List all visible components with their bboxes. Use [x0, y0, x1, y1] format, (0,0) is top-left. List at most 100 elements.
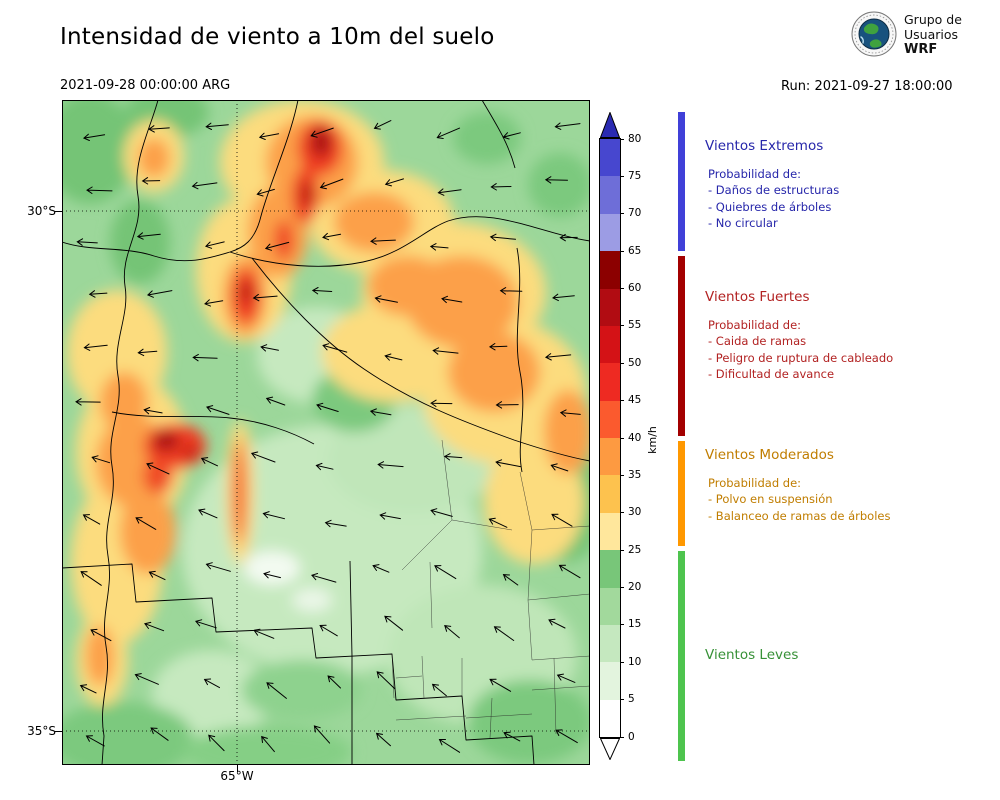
- legend-line: Probabilidad de:: [708, 167, 802, 181]
- legend-strip-extremos: [678, 112, 685, 251]
- colorbar-tick-mark: [620, 474, 624, 476]
- legend-section-fuertes: Vientos Fuertes Probabilidad de: - Caida…: [705, 289, 893, 382]
- legend-title-extremos: Vientos Extremos: [705, 138, 824, 154]
- colorbar-tick-label: 65: [628, 244, 642, 257]
- legend-section-moderados: Vientos Moderados Probabilidad de: - Pol…: [705, 447, 890, 524]
- colorbar-tick-label: 5: [628, 693, 635, 706]
- colorbar-segment: [600, 400, 620, 438]
- legend-title-fuertes: Vientos Fuertes: [705, 289, 810, 305]
- legend-line: - Daños de estructuras: [708, 183, 840, 198]
- colorbar-tick-mark: [620, 736, 624, 738]
- colorbar-tick-mark: [620, 624, 624, 626]
- legend-lines-extremos: Probabilidad de: - Daños de estructuras …: [705, 166, 839, 231]
- colorbar-unit-label: km/h: [646, 426, 659, 454]
- colorbar-segment: [600, 624, 620, 663]
- legend-line: - No circular: [708, 215, 778, 230]
- legend-line: - Quiebres de árboles: [708, 199, 832, 214]
- colorbar-tick-label: 25: [628, 543, 642, 556]
- map-canvas: [62, 100, 590, 765]
- globe-icon: [851, 11, 897, 57]
- page-title: Intensidad de viento a 10m del suelo: [60, 24, 495, 50]
- colorbar-segment: [600, 475, 620, 513]
- colorbar-tick-mark: [620, 362, 624, 364]
- colorbar-tick-label: 75: [628, 169, 642, 182]
- colorbar-segment: [600, 363, 620, 401]
- logo-line-2: Usuarios: [904, 26, 959, 42]
- colorbar-segment: [600, 213, 620, 252]
- wind-intensity-map: [62, 100, 590, 765]
- legend-strip-leves: [678, 551, 685, 761]
- colorbar-tick-mark: [620, 699, 624, 701]
- colorbar-segment: [600, 251, 620, 289]
- colorbar-segment: [600, 662, 620, 700]
- colorbar-tick-mark: [620, 437, 624, 439]
- colorbar-segment: [600, 438, 620, 476]
- colorbar-segment: [600, 550, 620, 588]
- logo-text: Grupo de Usuarios WRF: [904, 12, 962, 57]
- colorbar-tick-label: 50: [628, 356, 642, 369]
- logo-line-3: WRF: [904, 41, 938, 57]
- axis-tick-mark: [237, 765, 238, 772]
- axis-tick-mark: [55, 211, 62, 212]
- colorbar-body: [599, 138, 621, 738]
- colorbar-tick-label: 45: [628, 394, 642, 407]
- colorbar-ticks: 0 5 10 15 20 25 30 35 40 45 50 55 60 65 70 75 80: [620, 133, 662, 743]
- colorbar-tick-label: 80: [628, 132, 642, 145]
- colorbar-tick-label: 10: [628, 655, 642, 668]
- colorbar-tick-mark: [620, 175, 624, 177]
- colorbar-tick-label: 70: [628, 207, 642, 220]
- colorbar-tick-label: 30: [628, 506, 642, 519]
- legend-strip-fuertes: [678, 256, 685, 436]
- axis-tick-mark: [55, 731, 62, 732]
- colorbar-under-arrow: [600, 738, 620, 760]
- legend-line: Probabilidad de:: [708, 476, 802, 490]
- legend-line: - Caida de ramas: [708, 334, 807, 349]
- colorbar-tick-mark: [620, 400, 624, 402]
- run-time-label: Run: 2021-09-27 18:00:00: [781, 79, 953, 94]
- colorbar-tick-mark: [620, 661, 624, 663]
- colorbar-tick-mark: [620, 587, 624, 588]
- legend-color-strip: [678, 112, 685, 761]
- legend-line: - Polvo en suspensión: [708, 492, 833, 507]
- gridlines: [62, 100, 590, 765]
- colorbar-tick-mark: [620, 213, 624, 215]
- colorbar-tick-label: 60: [628, 282, 642, 294]
- colorbar-tick-mark: [620, 512, 624, 514]
- legend-line: - Dificultad de avance: [708, 366, 835, 381]
- legend-lines-fuertes: Probabilidad de: - Caida de ramas - Peli…: [705, 317, 893, 382]
- wind-arrows: [75, 120, 581, 753]
- colorbar-tick-mark: [620, 138, 624, 140]
- colorbar-segment: [600, 176, 620, 214]
- legend-title-moderados: Vientos Moderados: [705, 447, 834, 463]
- colorbar-segment: [600, 325, 620, 364]
- colorbar-tick-label: 15: [628, 618, 642, 631]
- department-boundaries: [391, 439, 590, 739]
- legend-strip-moderados: [678, 441, 685, 546]
- logo-line-1: Grupo de: [904, 11, 962, 27]
- colorbar-over-arrow: [600, 112, 620, 138]
- valid-time-label: 2021-09-28 00:00:00 ARG: [60, 78, 231, 93]
- legend-lines-moderados: Probabilidad de: - Polvo en suspensión -…: [705, 475, 890, 524]
- colorbar-segment: [600, 699, 620, 737]
- colorbar-segment: [600, 587, 620, 625]
- colorbar-tick-label: 35: [628, 468, 642, 481]
- legend-line: - Balanceo de ramas de árboles: [708, 508, 891, 523]
- colorbar-segment: [600, 139, 620, 177]
- legend-section-leves: Vientos Leves: [705, 647, 798, 675]
- wrf-users-group-logo: Grupo de Usuarios WRF: [851, 11, 962, 57]
- colorbar-tick-mark: [620, 288, 624, 289]
- colorbar-segment: [600, 288, 620, 326]
- legend-line: - Peligro de ruptura de cableado: [708, 350, 894, 365]
- colorbar-tick-mark: [620, 549, 624, 551]
- lon-tick-label-65w: 65°W: [220, 769, 254, 783]
- legend-section-extremos: Vientos Extremos Probabilidad de: - Daño…: [705, 138, 839, 231]
- province-boundaries: [62, 100, 590, 765]
- colorbar-tick-mark: [620, 325, 624, 327]
- colorbar-tick-mark: [620, 250, 624, 252]
- lat-tick-label-35s: 35°S: [27, 724, 56, 738]
- colorbar-tick-label: 0: [628, 730, 635, 743]
- colorbar-segment: [600, 512, 620, 551]
- colorbar-tick-label: 40: [628, 431, 642, 444]
- legend-line: Probabilidad de:: [708, 318, 802, 332]
